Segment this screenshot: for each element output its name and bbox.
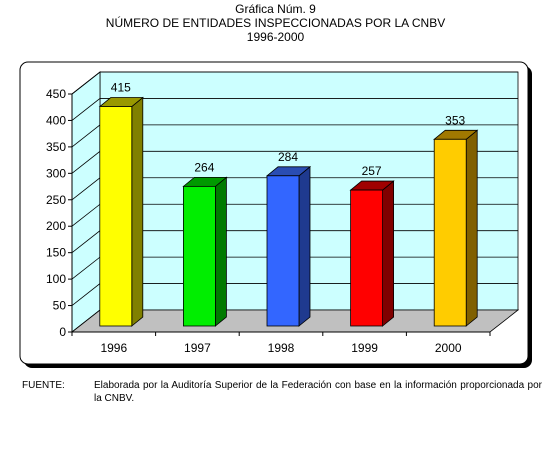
bar-1996 bbox=[99, 106, 133, 327]
bar-chart: 0 50 100 150 200 250 300 350 400 450 415 1996 264 199… bbox=[19, 61, 532, 368]
data-label: 284 bbox=[278, 150, 298, 164]
x-tick-label: 1996 bbox=[100, 341, 127, 355]
bar-2000 bbox=[433, 138, 467, 327]
chart-title: NÚMERO DE ENTIDADES INSPECCIONADAS POR L… bbox=[105, 16, 446, 30]
bar-side bbox=[298, 165, 311, 327]
y-tick-label: 200 bbox=[46, 219, 66, 233]
bar-side bbox=[131, 96, 144, 327]
bar-side bbox=[465, 129, 478, 327]
bar-side bbox=[214, 176, 227, 327]
x-tick-label: 1998 bbox=[268, 341, 295, 355]
gridline bbox=[71, 98, 518, 121]
chart-period: 1996-2000 bbox=[246, 30, 305, 44]
y-tick-label: 400 bbox=[46, 113, 66, 127]
y-tick-label: 350 bbox=[46, 140, 66, 154]
bar-1999 bbox=[350, 189, 384, 327]
chart-number: Gráfica Núm. 9 bbox=[235, 2, 316, 16]
data-label: 415 bbox=[111, 81, 131, 95]
gridline bbox=[71, 71, 518, 95]
x-tick-label: 2000 bbox=[435, 341, 462, 355]
side-wall bbox=[71, 71, 101, 333]
x-tick-label: 1997 bbox=[184, 341, 211, 355]
chart-titles: Gráfica Núm. 9 NÚMERO DE ENTIDADES INSPE… bbox=[0, 2, 551, 44]
data-label: 264 bbox=[194, 160, 214, 174]
bar-1998 bbox=[266, 175, 300, 327]
source-label: FUENTE: bbox=[22, 380, 65, 391]
x-tick-label: 1999 bbox=[351, 341, 378, 355]
y-tick-label: 300 bbox=[46, 166, 66, 180]
y-tick-label: 450 bbox=[46, 87, 66, 101]
bar-side bbox=[382, 180, 395, 327]
y-tick-label: 250 bbox=[46, 193, 66, 207]
y-tick-label: 150 bbox=[46, 246, 66, 260]
data-label: 257 bbox=[362, 164, 382, 178]
source-text: Elaborada por la Auditoría Superior de l… bbox=[94, 380, 542, 404]
y-tick-label: 0 bbox=[59, 325, 66, 339]
y-tick-label: 100 bbox=[46, 272, 66, 286]
y-tick-label: 50 bbox=[53, 299, 67, 313]
data-label: 353 bbox=[445, 113, 465, 127]
bar-1997 bbox=[182, 185, 216, 327]
